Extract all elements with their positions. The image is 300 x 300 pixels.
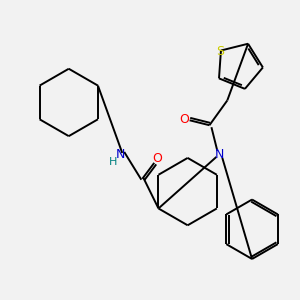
Text: N: N <box>215 148 224 161</box>
Text: H: H <box>109 157 118 167</box>
Text: N: N <box>116 148 125 161</box>
Text: O: O <box>180 113 190 126</box>
Text: O: O <box>152 152 162 165</box>
Text: S: S <box>216 45 224 58</box>
